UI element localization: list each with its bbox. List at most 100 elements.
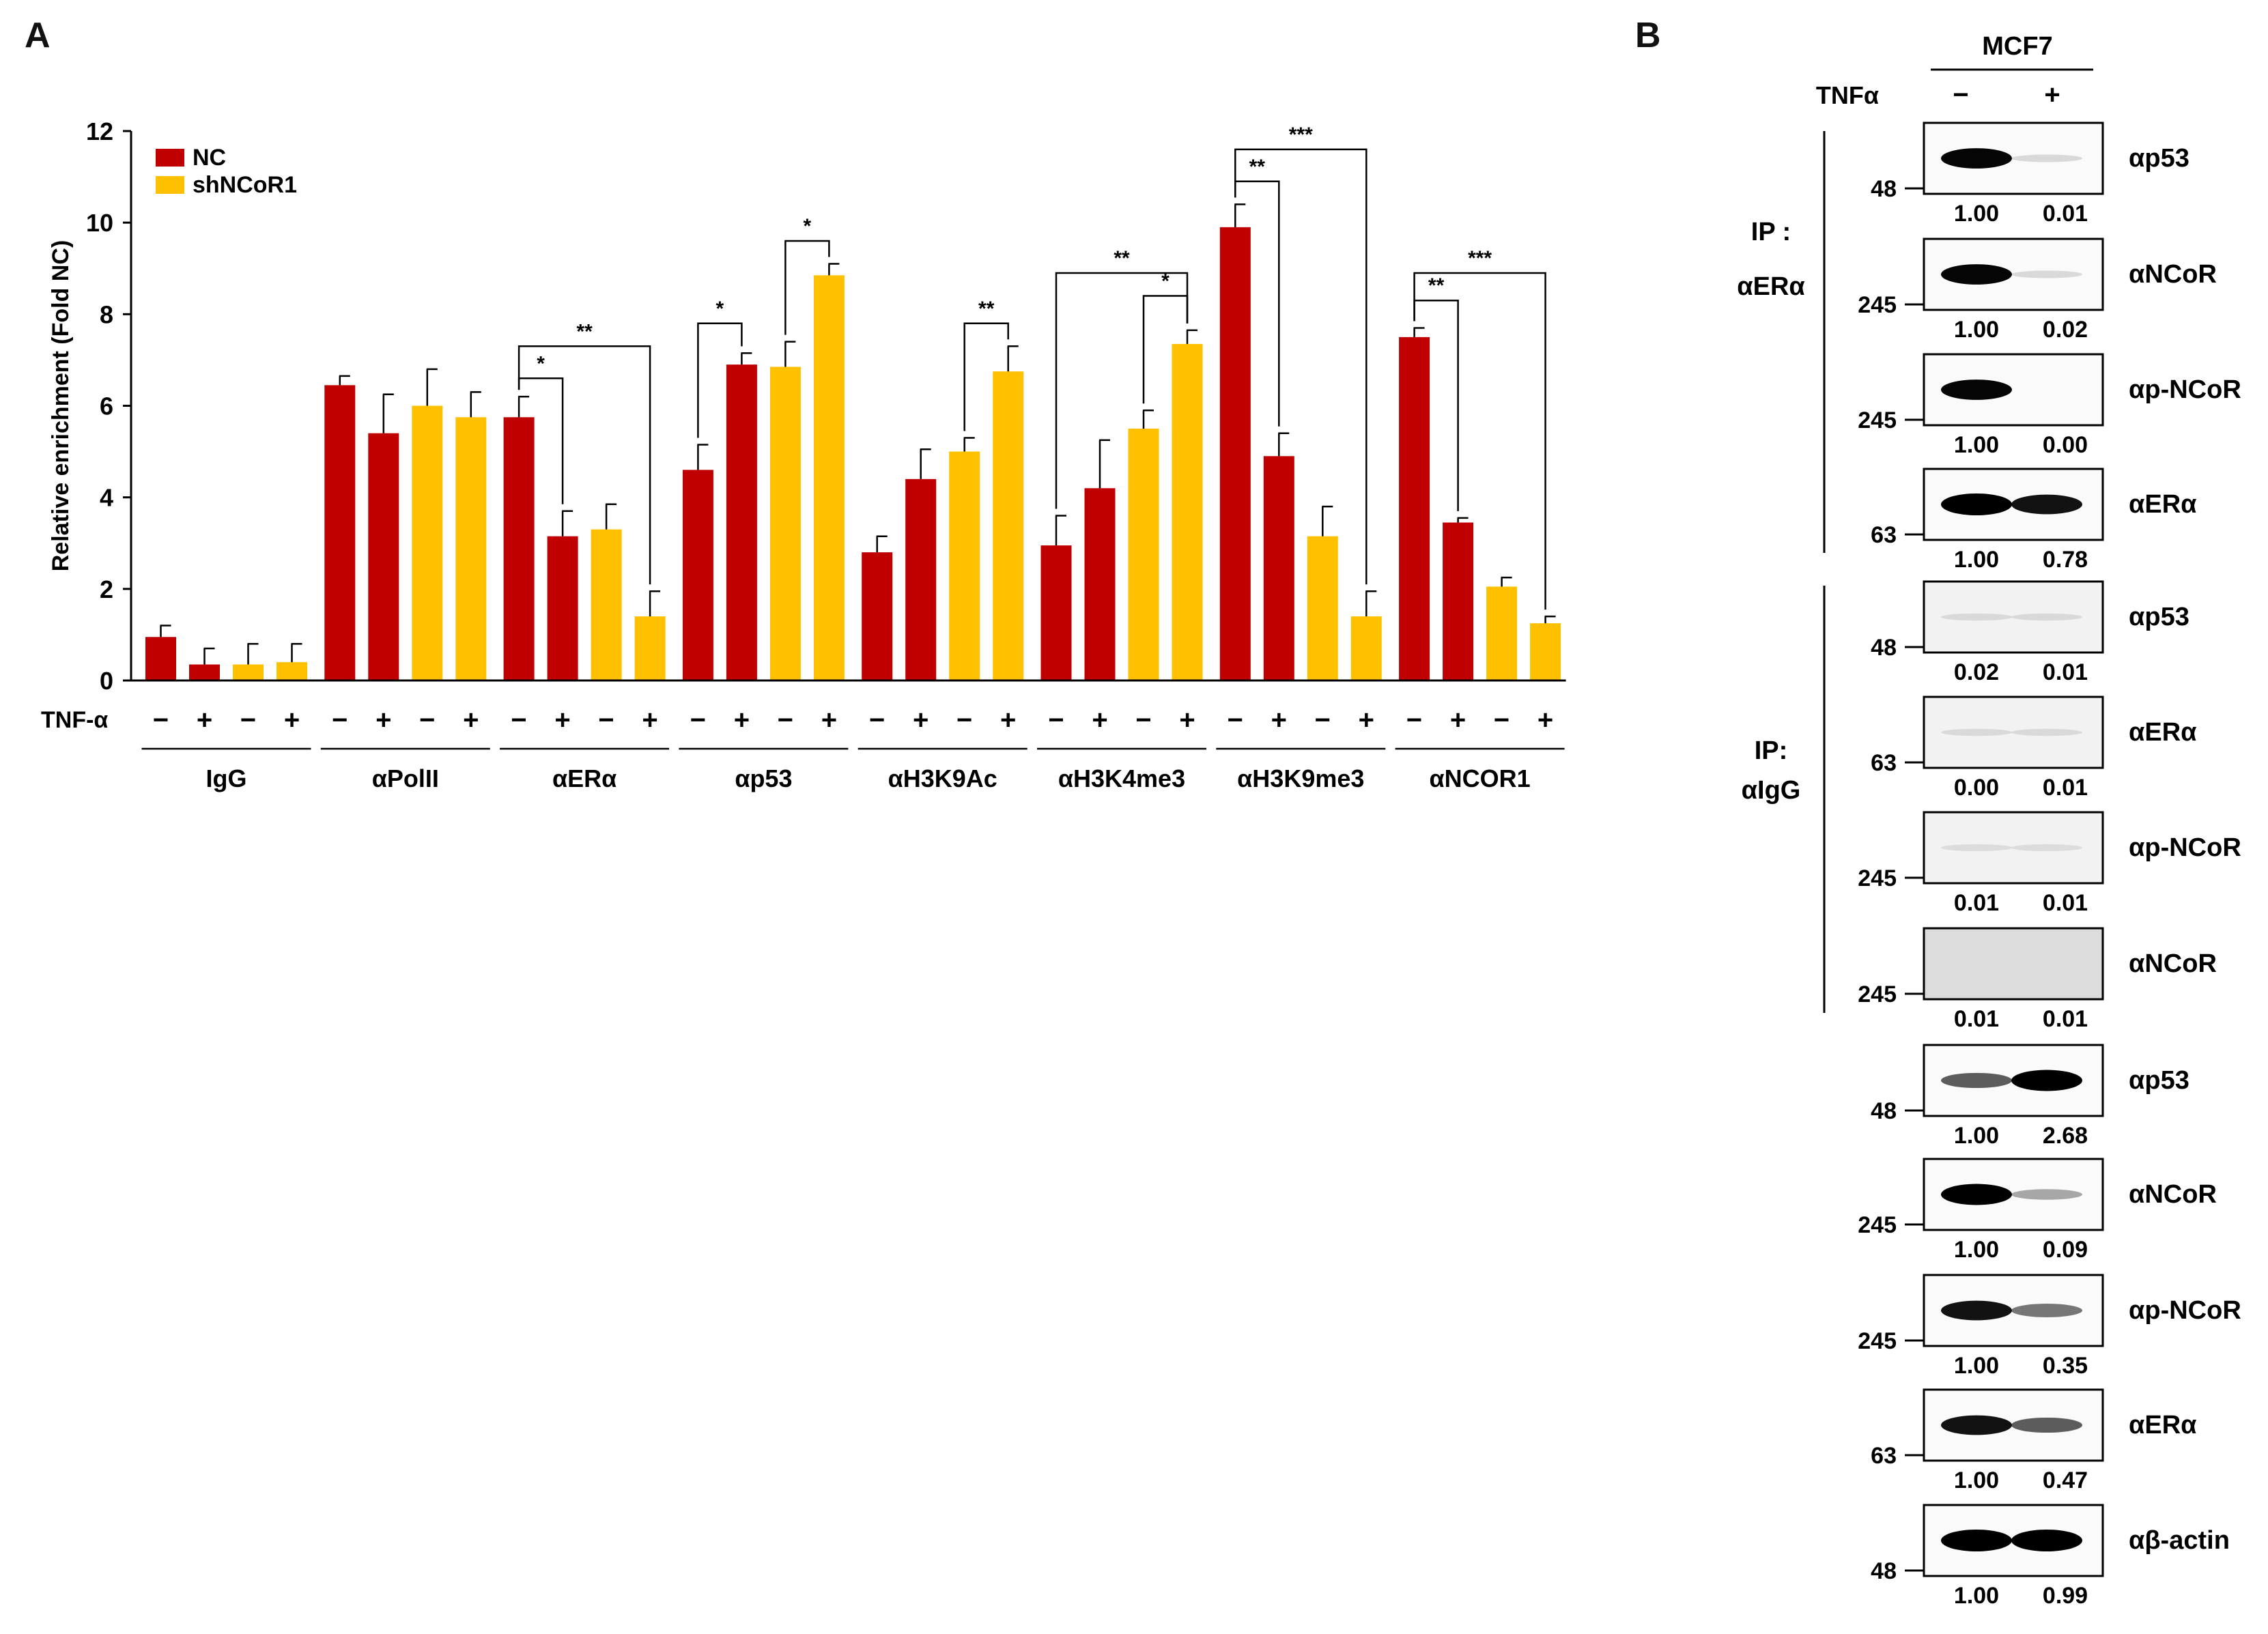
- ip-igg-label: IP:: [1755, 736, 1788, 765]
- blot-box: [1923, 580, 2104, 654]
- treatment-sign: +: [284, 705, 300, 735]
- bar: [949, 451, 980, 680]
- bar: [324, 385, 356, 680]
- bar: [1486, 586, 1518, 680]
- mw-label: 63: [1871, 750, 1897, 776]
- bar: [547, 536, 578, 680]
- antibody-label: αp-NCoR: [2129, 1296, 2241, 1325]
- treatment-sign: −: [511, 705, 526, 735]
- quant-value: 0.01: [2043, 659, 2088, 685]
- quant-value: 0.02: [2043, 317, 2088, 343]
- panel-a-label: A: [25, 16, 51, 55]
- ip-era-label: IP :: [1751, 218, 1791, 246]
- blot-band: [2011, 1530, 2082, 1551]
- treatment-row-label: TNF-α: [41, 707, 108, 733]
- ip-era-target: αERα: [1737, 272, 1805, 301]
- quant-value: 0.01: [1954, 1006, 1999, 1032]
- legend-label: shNCoR1: [193, 172, 297, 198]
- quant-value: 1.00: [1954, 1353, 1999, 1379]
- mw-label: 63: [1871, 522, 1897, 548]
- bar: [1172, 343, 1203, 680]
- significance-bracket: [697, 322, 743, 438]
- quant-value: 0.00: [2043, 432, 2088, 458]
- treatment-sign: +: [463, 705, 479, 735]
- antibody-label: αNCoR: [2129, 260, 2217, 289]
- blot-box: [1923, 696, 2104, 769]
- group-label: αH3K4me3: [1058, 764, 1185, 792]
- blot-band: [2011, 1070, 2082, 1091]
- panel-b-label: B: [1635, 16, 1661, 55]
- legend-label: NC: [193, 145, 226, 171]
- treatment-sign: +: [1000, 705, 1016, 735]
- quant-value: 0.78: [2043, 547, 2088, 573]
- y-axis-title: Relative enrichment (Fold NC): [48, 240, 74, 572]
- mw-label: 245: [1858, 407, 1897, 433]
- group-label: αH3K9me3: [1237, 764, 1364, 792]
- quant-value: 1.00: [1954, 1123, 1999, 1149]
- blot-band: [2011, 494, 2082, 515]
- bar: [726, 364, 757, 680]
- quant-value: 0.01: [2043, 201, 2088, 227]
- significance-label: *: [537, 352, 545, 375]
- quant-value: 0.01: [2043, 890, 2088, 916]
- quant-value: 1.00: [1954, 432, 1999, 458]
- bar: [682, 470, 713, 680]
- quant-value: 1.00: [1954, 547, 1999, 573]
- y-tick-label: 10: [86, 209, 113, 237]
- bar: [412, 405, 443, 680]
- y-tick-label: 8: [100, 300, 113, 328]
- mw-label: 63: [1871, 1443, 1897, 1469]
- significance-bracket: [784, 240, 830, 335]
- quant-value: 0.35: [2043, 1353, 2088, 1379]
- treatment-sign: +: [913, 705, 929, 735]
- blot-band: [2011, 728, 2082, 736]
- treatment-sign: −: [1228, 705, 1243, 735]
- group-label: αERα: [552, 764, 616, 792]
- antibody-label: αERα: [2129, 1411, 2197, 1439]
- blot-band: [1941, 148, 2012, 169]
- significance-label: *: [716, 298, 724, 320]
- bar: [455, 417, 487, 680]
- significance-label: **: [1114, 247, 1130, 270]
- bar: [1263, 456, 1294, 680]
- blot-band: [1941, 728, 2012, 736]
- treatment-sign: +: [821, 705, 837, 735]
- significance-label: ***: [1289, 124, 1313, 146]
- legend-swatch: [156, 176, 184, 194]
- bar: [1084, 488, 1116, 680]
- quant-value: 1.00: [1954, 317, 1999, 343]
- group-label: αPolII: [372, 764, 439, 792]
- treatment-sign: −: [956, 705, 972, 735]
- significance-bracket: [1413, 272, 1546, 610]
- treatment-sign: +: [642, 705, 657, 735]
- significance-label: *: [804, 215, 812, 238]
- blot-band: [2011, 1417, 2082, 1433]
- bar: [189, 664, 220, 680]
- mw-label: 245: [1858, 981, 1897, 1007]
- legend-swatch: [156, 149, 184, 167]
- treatment-sign: +: [375, 705, 391, 735]
- treatment-sign: −: [419, 705, 435, 735]
- treatment-sign: +: [1271, 705, 1287, 735]
- bar: [368, 433, 399, 680]
- bar: [1128, 429, 1159, 680]
- ip-igg-target: αIgG: [1742, 776, 1801, 805]
- antibody-label: αp53: [2129, 603, 2189, 631]
- quant-value: 2.68: [2043, 1123, 2088, 1149]
- group-label: αNCOR1: [1430, 764, 1531, 792]
- quant-value: 0.02: [1954, 659, 1999, 685]
- bar: [233, 664, 264, 680]
- blot-band: [2011, 844, 2082, 852]
- quant-value: 0.01: [2043, 1006, 2088, 1032]
- quant-value: 0.99: [2043, 1583, 2088, 1609]
- significance-bracket: [963, 322, 1009, 431]
- antibody-label: αβ-actin: [2129, 1526, 2230, 1555]
- significance-bracket: [1055, 272, 1189, 509]
- antibody-label: αERα: [2129, 718, 2197, 747]
- bar: [1040, 545, 1072, 680]
- mw-label: 48: [1871, 1098, 1897, 1124]
- antibody-label: αERα: [2129, 490, 2197, 519]
- mw-label: 245: [1858, 292, 1897, 318]
- significance-label: **: [978, 298, 995, 320]
